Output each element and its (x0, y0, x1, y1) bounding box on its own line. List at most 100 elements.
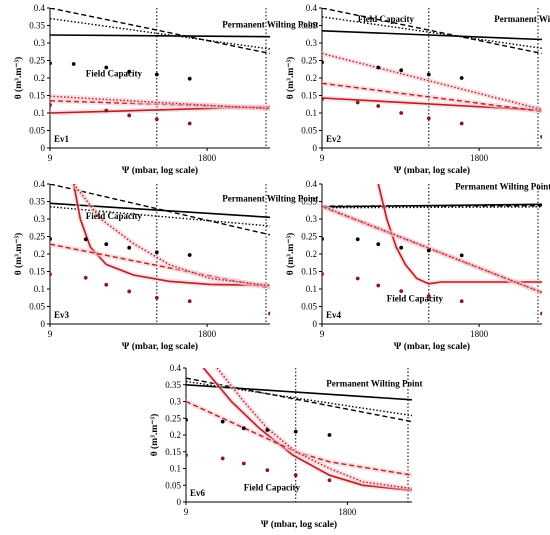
series-line-black-dotted (186, 380, 412, 417)
x-axis-label: Ψ (mbar, log scale) (394, 165, 470, 176)
series-line-black-solid (186, 384, 412, 401)
x-tick-label: 1800 (470, 153, 489, 163)
series-line-black-dashed (186, 377, 412, 423)
panel-label: Ev6 (190, 488, 206, 498)
data-point (399, 289, 404, 293)
data-point (355, 237, 360, 242)
y-tick-label: 0.35 (301, 197, 317, 207)
y-tick-label: 0.15 (29, 267, 45, 277)
data-point (186, 418, 188, 422)
x-tick-label: 9 (48, 329, 53, 339)
data-point (50, 272, 52, 277)
series-line-black-dashed (322, 8, 542, 55)
field-capacity-annotation: Field Capacity (86, 211, 143, 221)
y-axis-label: θ (m³.m⁻³) (285, 233, 296, 276)
data-point (426, 116, 431, 121)
data-point (104, 108, 109, 113)
data-layer (50, 184, 270, 316)
series-line-black-dashed (50, 184, 270, 236)
data-point (265, 428, 270, 432)
series-line-red-dotted (322, 205, 542, 294)
y-tick-label: 0.1 (306, 284, 317, 294)
data-point (241, 461, 246, 466)
wilting-point-annotation: Permanent Wilting Point (222, 19, 318, 29)
y-tick-label: 0.3 (306, 38, 318, 48)
data-point (187, 253, 192, 257)
x-tick-label: 1800 (198, 153, 217, 163)
data-point (426, 72, 431, 77)
field-capacity-annotation: Field Capacity (244, 482, 301, 492)
series-line-black-dotted (322, 206, 542, 209)
y-tick-label: 0.3 (170, 397, 182, 407)
data-point (293, 429, 298, 434)
data-point (540, 311, 542, 316)
series-halo (375, 184, 542, 287)
y-tick-label: 0.15 (301, 267, 317, 277)
y-tick-label: 0.2 (34, 73, 45, 83)
data-point (268, 311, 270, 316)
series-line-red-solid (202, 368, 412, 492)
data-point (104, 242, 109, 247)
data-point (376, 65, 381, 70)
y-tick-label: 0.2 (34, 249, 45, 259)
data-point (50, 61, 52, 66)
y-axis-label: θ (m³.m⁻³) (13, 233, 24, 276)
series-line-red-dashed (322, 82, 542, 112)
series-line-red-dashed (186, 400, 412, 476)
data-point (540, 134, 542, 139)
y-tick-label: 0 (41, 319, 46, 329)
data-point (104, 65, 109, 70)
wilting-point-annotation: Permanent Wilting Point (455, 181, 550, 191)
y-tick-label: 0.4 (170, 363, 182, 373)
data-point (83, 275, 88, 280)
y-tick-label: 0.1 (306, 108, 317, 118)
data-point (83, 237, 88, 242)
series-line-red-dotted (73, 184, 270, 287)
data-point (376, 283, 381, 288)
data-layer (50, 8, 270, 126)
data-point (154, 72, 159, 77)
y-tick-label: 0.25 (29, 232, 45, 242)
y-tick-label: 0.4 (306, 179, 318, 189)
data-point (220, 419, 225, 424)
panel-label: Ev3 (54, 310, 70, 320)
data-point (426, 248, 431, 253)
data-point (399, 111, 404, 115)
data-point (459, 299, 464, 304)
y-tick-label: 0.35 (29, 21, 45, 31)
x-axis-label: Ψ (mbar, log scale) (394, 341, 470, 352)
data-point (187, 121, 192, 126)
y-tick-label: 0.1 (34, 108, 45, 118)
y-axis-label: θ (m³.m⁻³) (149, 414, 160, 457)
y-tick-label: 0.3 (34, 38, 46, 48)
panel-label: Ev1 (54, 134, 70, 144)
y-tick-label: 0.3 (34, 214, 46, 224)
y-tick-label: 0.2 (306, 73, 317, 83)
data-point (186, 453, 188, 457)
field-capacity-annotation: Field Capacity (358, 14, 415, 24)
field-capacity-annotation: Field Capacity (86, 68, 143, 78)
data-point (355, 276, 360, 281)
field-capacity-annotation: Field Capacity (387, 293, 444, 303)
y-tick-label: 0.15 (165, 447, 181, 457)
data-point (293, 473, 298, 478)
y-tick-label: 0.05 (29, 302, 45, 312)
data-point (50, 103, 52, 107)
series-line-red-dotted (322, 52, 542, 111)
data-layer (186, 368, 412, 493)
data-point (399, 245, 404, 250)
y-tick-label: 0 (177, 497, 182, 507)
y-tick-label: 0.05 (301, 126, 317, 136)
y-tick-label: 0.25 (301, 232, 317, 242)
data-point (355, 100, 360, 105)
data-point (187, 76, 192, 81)
x-axis-label: Ψ (mbar, log scale) (122, 341, 198, 352)
x-axis-label: Ψ (mbar, log scale) (122, 165, 198, 176)
x-tick-label: 1800 (198, 329, 217, 339)
data-point (322, 60, 324, 65)
data-point (71, 62, 76, 66)
x-tick-label: 1800 (470, 329, 489, 339)
